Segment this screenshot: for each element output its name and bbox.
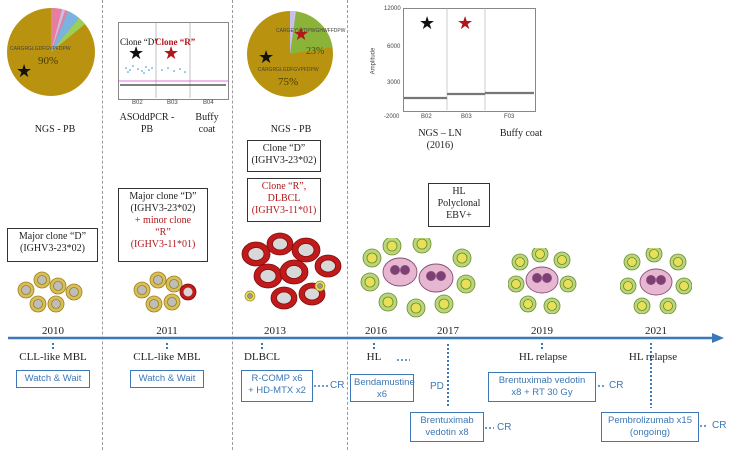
- clone-box-line: Clone “R”,: [261, 181, 307, 192]
- clone-box-line: Major clone “D”: [18, 231, 87, 242]
- channel-label: B02: [132, 100, 143, 106]
- y-tick: 3000: [387, 80, 401, 86]
- timeline-year: 2021: [645, 325, 667, 337]
- clone-box-line: DLBCL: [267, 193, 301, 204]
- ngs-pie-2013: [247, 10, 333, 97]
- panel-caption: Buffy coat: [499, 128, 543, 139]
- panel-caption: Buffy coat: [195, 112, 219, 135]
- timeline-year: 2017: [437, 325, 459, 337]
- treatment-box: Brentuximab vedotin x8: [410, 412, 484, 442]
- pie-sequence-label: CARGRGLGDFGVPFDPW: [258, 67, 319, 73]
- column-separator: [347, 0, 348, 450]
- timeline-arrow: [8, 333, 724, 343]
- pie-sequence-label: CARGEYVYDPWGHWFFDPW: [276, 28, 346, 34]
- channel-label: B02: [421, 114, 432, 120]
- y-tick: -2000: [384, 114, 400, 120]
- outcome-label: CR: [497, 422, 512, 433]
- clone-d-label: Clone “D”: [120, 37, 159, 47]
- panel-caption: NGS - PB: [270, 124, 312, 135]
- clone-box-line: Polyclonal: [437, 198, 481, 209]
- treatment-box: Watch & Wait: [16, 370, 90, 388]
- hl-cells-2019: [508, 248, 577, 314]
- timeline-connectors: [52, 343, 708, 429]
- channel-label: B03: [167, 100, 178, 106]
- outcome-label: CR: [609, 380, 624, 391]
- clone-box-line: Clone “D”: [262, 143, 306, 154]
- outcome-label: CR: [330, 380, 345, 391]
- channel-label: F03: [504, 114, 515, 120]
- pie-percentage-minor: 23%: [306, 46, 325, 57]
- timeline-year: 2019: [531, 325, 553, 337]
- y-tick: 6000: [387, 44, 401, 50]
- pie-percentage: 90%: [38, 55, 59, 67]
- ddpcr-plot-2011: [118, 22, 229, 100]
- treatment-box: Bendamustine x6: [350, 374, 415, 402]
- timeline-year: 2011: [156, 325, 178, 337]
- panel-caption: NGS – LN (2016): [418, 128, 462, 151]
- cll-cells-2011: [133, 271, 197, 313]
- clone-r-star-icon: ★: [163, 43, 180, 63]
- channel-label: B03: [461, 114, 472, 120]
- clone-box-line: “R”: [155, 227, 171, 238]
- y-tick: 12000: [384, 6, 401, 12]
- clone-r-label: Clone “R”: [155, 37, 196, 47]
- clone-box-line: Major clone “D”: [129, 191, 197, 202]
- dlbcl-cells-2013: [241, 232, 342, 310]
- y-axis-label: Amplitude: [370, 47, 377, 75]
- clone-box-line: (IGHV3-23*02): [20, 243, 85, 254]
- panel-caption: ASOddPCR - PB: [119, 112, 175, 135]
- treatment-box: R-COMP x6 + HD-MTX x2: [241, 370, 313, 402]
- timeline-year: 2016: [365, 325, 387, 337]
- column-separator: [232, 0, 233, 450]
- clone-box-2010: Major clone “D” (IGHV3-23*02): [7, 228, 98, 262]
- diagnosis-label: HL relapse: [518, 351, 568, 363]
- clone-box-line: + minor clone: [134, 215, 192, 226]
- clone-box-line: (IGHV3-23*02): [251, 155, 317, 166]
- diagnosis-label: HL: [366, 351, 382, 363]
- cll-cells-2010: [17, 271, 83, 313]
- diagnosis-label: CLL-like MBL: [19, 351, 87, 363]
- hl-cells-2016: [360, 238, 476, 318]
- diagnosis-label: CLL-like MBL: [133, 351, 201, 363]
- pie-sequence-label: CARGRGLGDFGVPFDPW: [10, 46, 71, 52]
- clone-box-2013-d: Clone “D” (IGHV3-23*02): [247, 140, 321, 172]
- ngs-pie-2010: [7, 7, 95, 96]
- clone-box-line: (IGHV3-11*01): [251, 205, 317, 216]
- diagnosis-label: HL relapse: [628, 351, 678, 363]
- outcome-label: PD: [430, 381, 444, 392]
- clone-d-star-icon: ★: [128, 43, 145, 63]
- treatment-box: Pembrolizumab x15 (ongoing): [601, 412, 699, 442]
- clone-box-line: (IGHV3-23*02): [130, 203, 196, 214]
- clone-box-2013-r: Clone “R”, DLBCL (IGHV3-11*01): [247, 178, 321, 222]
- ddpcr-plot-graphic: [118, 22, 228, 98]
- outcome-label: CR: [712, 420, 727, 431]
- column-separator: [102, 0, 103, 450]
- clone-r-star-icon: ★: [293, 24, 310, 44]
- diagnosis-label: DLBCL: [243, 351, 281, 363]
- channel-label: B04: [203, 100, 214, 106]
- clone-box-2011: Major clone “D” (IGHV3-23*02) + minor cl…: [118, 188, 208, 262]
- clone-box-line: HL: [452, 186, 466, 197]
- pie-percentage-major: 75%: [278, 76, 299, 88]
- clone-d-star-icon: ★: [419, 13, 436, 33]
- clone-box-hl: HL Polyclonal EBV+: [428, 183, 490, 227]
- panel-caption: NGS - PB: [34, 124, 76, 135]
- clone-r-star-icon: ★: [457, 13, 474, 33]
- treatment-box: Brentuximab vedotin x8 + RT 30 Gy: [488, 372, 596, 402]
- clone-d-star-icon: ★: [258, 47, 275, 67]
- timeline-year: 2013: [264, 325, 286, 337]
- amplitude-plot-graphic: [404, 8, 534, 110]
- hl-cells-2021: [620, 248, 692, 314]
- treatment-box: Watch & Wait: [130, 370, 204, 388]
- clone-box-line: EBV+: [446, 210, 472, 221]
- clone-d-star-icon: ★: [16, 61, 33, 81]
- timeline-year: 2010: [42, 325, 64, 337]
- clone-box-line: (IGHV3-11*01): [130, 239, 196, 250]
